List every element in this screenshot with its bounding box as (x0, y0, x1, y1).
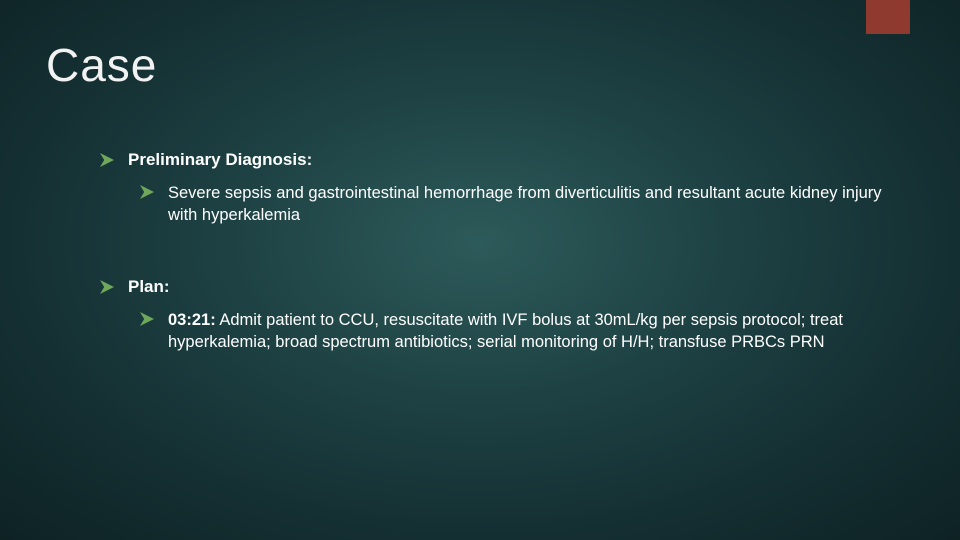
arrow-icon (140, 312, 154, 326)
bullet-plan-detail: 03:21: Admit patient to CCU, resuscitate… (140, 309, 900, 354)
accent-bar (866, 0, 910, 34)
arrow-icon (100, 280, 114, 294)
bullet-text: Severe sepsis and gastrointestinal hemor… (168, 182, 900, 227)
slide-title: Case (46, 38, 157, 92)
slide: Case Preliminary Diagnosis: Severe sepsi… (0, 0, 960, 540)
bullet-lead: 03:21: (168, 311, 216, 329)
bullet-label: Preliminary Diagnosis: (128, 150, 312, 170)
bullet-label: Plan: (128, 277, 170, 297)
spacer (100, 241, 900, 277)
arrow-icon (100, 153, 114, 167)
bullet-diagnosis-detail: Severe sepsis and gastrointestinal hemor… (140, 182, 900, 227)
bullet-diagnosis: Preliminary Diagnosis: (100, 150, 900, 170)
bullet-text: 03:21: Admit patient to CCU, resuscitate… (168, 309, 900, 354)
bullet-plan: Plan: (100, 277, 900, 297)
bullet-rest: Admit patient to CCU, resuscitate with I… (168, 311, 843, 351)
arrow-icon (140, 185, 154, 199)
slide-content: Preliminary Diagnosis: Severe sepsis and… (100, 150, 900, 367)
